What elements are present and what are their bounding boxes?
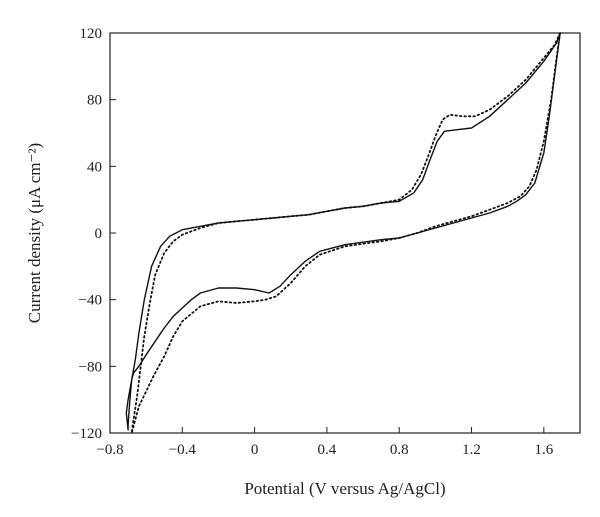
x-tick-label: 0.8 <box>390 442 409 458</box>
y-tick-label: 0 <box>95 226 103 242</box>
plot-frame <box>109 32 581 434</box>
series-line-dotted <box>130 32 561 434</box>
x-tick-label: 0.4 <box>318 442 337 458</box>
y-tick-label: 80 <box>87 93 102 109</box>
x-tick-label: 1.2 <box>462 442 481 458</box>
y-axis-label: Current density (μA cm⁻²) <box>25 143 44 323</box>
y-tick-label: −80 <box>79 359 102 375</box>
x-tick-label: 1.6 <box>534 442 553 458</box>
x-tick-label: 0 <box>251 442 259 458</box>
y-tick-label: 40 <box>87 159 102 175</box>
y-tick-label: −120 <box>71 426 102 442</box>
y-tick-label: −40 <box>79 293 102 309</box>
y-axis-ticks: −120 −80 −40 0 40 80 120 <box>71 26 116 442</box>
y-tick-label: 120 <box>80 26 103 42</box>
x-axis-label: Potential (V versus Ag/AgCl) <box>244 479 445 498</box>
x-tick-label: −0.4 <box>169 442 197 458</box>
x-axis-ticks: −0.8 −0.4 0 0.4 0.8 1.2 1.6 <box>96 427 554 458</box>
x-tick-label: −0.8 <box>96 442 123 458</box>
series-layer <box>125 32 561 434</box>
